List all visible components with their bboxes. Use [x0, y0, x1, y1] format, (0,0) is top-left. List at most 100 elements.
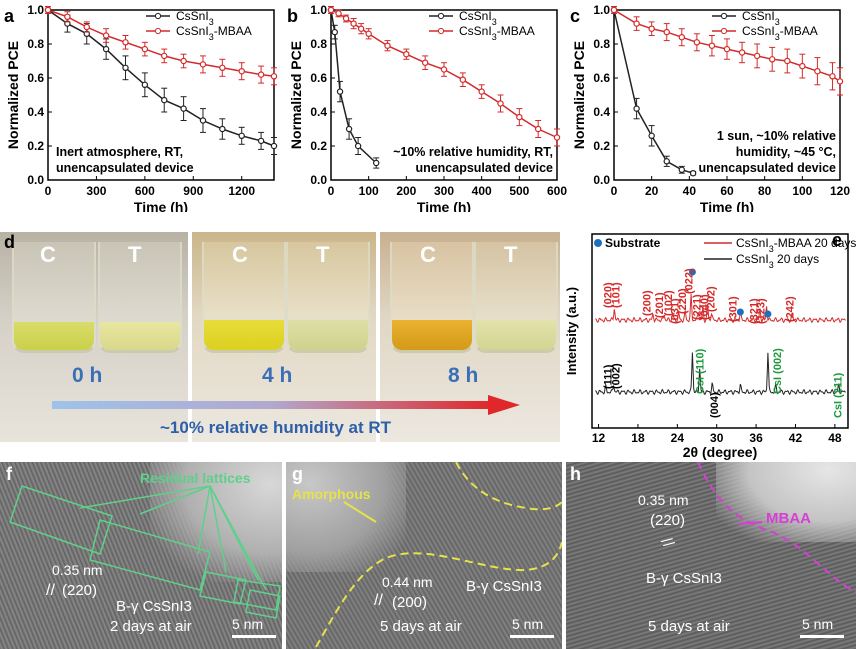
time-label-8h: 8 h	[448, 364, 479, 387]
phase-label: B-γ CsSnI3	[466, 578, 542, 595]
data-point	[336, 88, 344, 95]
x-axis-label: Time (h)	[134, 199, 188, 212]
data-point	[335, 10, 342, 17]
data-point	[784, 57, 791, 65]
scale-bar	[232, 635, 276, 638]
y-axis-label: Normalized PCE	[571, 41, 587, 149]
data-point	[663, 158, 670, 165]
y-tick-label: 0.0	[310, 173, 327, 187]
vial-label-c: C	[40, 242, 56, 267]
substrate-peak-marker	[688, 268, 696, 276]
lattice-marks: //	[46, 582, 55, 599]
lattice-box	[9, 485, 113, 555]
data-point	[141, 45, 149, 53]
x-tick-label: 30	[710, 431, 724, 445]
data-point	[497, 100, 504, 107]
legend-marker	[437, 27, 445, 35]
series-line	[330, 9, 558, 139]
data-point	[459, 76, 467, 83]
peak-label: (020)	[603, 282, 615, 308]
series-line	[613, 9, 841, 83]
x-axis-label: 2θ (degree)	[683, 444, 757, 460]
peak-label: (221)	[691, 294, 703, 320]
time-label-4h: 4 h	[262, 364, 293, 387]
legend-marker	[720, 27, 728, 35]
y-tick-label: 0.8	[593, 37, 610, 51]
data-point	[689, 169, 697, 177]
data-point	[357, 25, 365, 32]
legend-label: CsSnI3	[459, 9, 497, 27]
x-tick-label: 12	[592, 431, 606, 445]
chart-c: c 0 20 40 60 80 100 120 0.0 0.2 0.4 0.6 0.8 1.0 Time (…	[570, 3, 850, 212]
vial-c-8h	[390, 242, 474, 353]
legend-label: CsSnI3	[176, 9, 214, 27]
plot-frame	[47, 9, 275, 181]
data-point	[327, 6, 335, 14]
data-point	[161, 96, 168, 104]
y-tick-label: 0.0	[593, 173, 610, 187]
data-point	[663, 28, 670, 36]
panel-label-c: c	[570, 6, 580, 26]
x-tick-label: 900	[183, 184, 203, 198]
x-tick-label: 48	[828, 431, 842, 445]
x-tick-label: 80	[758, 184, 772, 198]
age-label: 2 days at air	[110, 618, 192, 635]
time-label-0h: 0 h	[72, 364, 103, 387]
x-tick-label: 24	[671, 431, 685, 445]
x-tick-label: 36	[749, 431, 763, 445]
data-point	[365, 30, 372, 37]
x-tick-label: 42	[789, 431, 803, 445]
phase-label: B-γ CsSnI3	[116, 598, 192, 615]
data-point	[180, 105, 187, 112]
y-tick-label: 0.2	[310, 139, 327, 153]
data-point	[122, 39, 129, 46]
legend-label: CsSnI3-MBAA	[742, 24, 818, 42]
data-point	[708, 42, 716, 49]
annotation-line: unencapsulated device	[698, 161, 836, 175]
data-point	[799, 62, 806, 70]
x-axis-label: Time (h)	[700, 199, 754, 212]
scale-bar	[800, 635, 844, 638]
d-spacing-label: 0.35 nm	[638, 492, 689, 508]
series-line	[330, 9, 377, 164]
vial-t-4h	[286, 242, 370, 353]
x-tick-label: 300	[86, 184, 106, 198]
x-tick-label: 100	[359, 184, 379, 198]
x-tick-label: 18	[631, 431, 645, 445]
annotation-line: 1 sun, ~10% relative	[717, 129, 836, 143]
peak-label: (301)	[727, 296, 739, 322]
data-point	[678, 166, 686, 173]
photo-8h: C T 8 h	[380, 232, 560, 442]
x-tick-label: 200	[396, 184, 416, 198]
data-point	[83, 23, 90, 31]
panel-label-e: e	[832, 230, 842, 250]
peak-label: (202)	[706, 286, 718, 312]
substrate-peak-marker	[736, 308, 744, 316]
plane-label: (220)	[62, 582, 98, 599]
peak-label: CsI (002)	[772, 348, 784, 394]
data-point	[350, 20, 357, 27]
data-point	[723, 45, 731, 53]
data-point	[219, 125, 226, 133]
vial-c-0h	[12, 242, 96, 353]
vial-t-0h	[98, 242, 182, 353]
data-point	[270, 73, 278, 80]
peak-label: (040)	[699, 294, 711, 320]
y-tick-label: 0.0	[27, 173, 44, 187]
panel-label-g: g	[292, 464, 303, 484]
annotation-line: humidity, ~45 °C,	[736, 145, 836, 159]
substrate-peak-marker	[764, 310, 772, 318]
panel-label-f: f	[6, 464, 12, 484]
x-tick-label: 120	[830, 184, 850, 198]
annotation-line: unencapsulated device	[56, 161, 194, 175]
phase-label: B-γ CsSnI3	[646, 570, 722, 587]
peak-label: (004)	[709, 392, 721, 418]
chart-b: b 0 100 200 300 400 500 600 0.0 0.2 0.4 0.6 0.8 1.0 Ti…	[287, 3, 567, 212]
xrd-trace	[595, 294, 846, 324]
panel-label-b: b	[287, 6, 298, 26]
data-point	[238, 67, 245, 75]
peak-label: (111)	[603, 364, 615, 389]
residual-lattices-label: Residual lattices	[140, 470, 251, 486]
peak-label: (220)	[677, 288, 689, 314]
y-tick-label: 0.8	[310, 37, 327, 51]
